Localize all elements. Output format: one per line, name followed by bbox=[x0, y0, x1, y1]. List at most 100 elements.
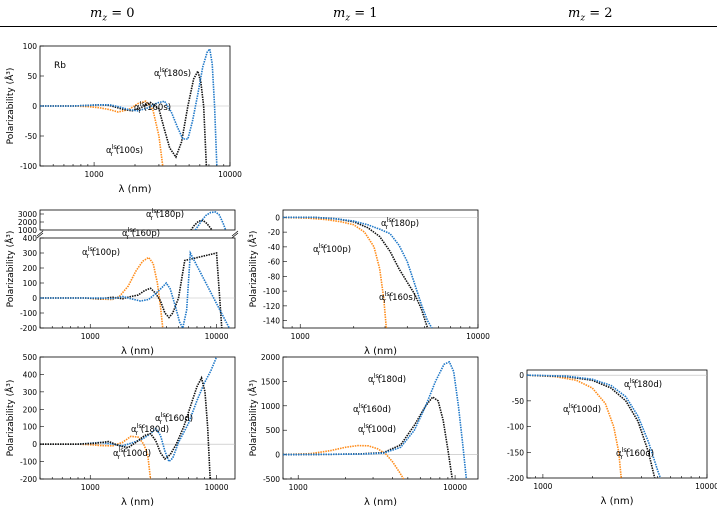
series-label: αlsc r (100d) bbox=[113, 446, 151, 461]
x-tick-label: 1000 bbox=[81, 332, 100, 341]
y-tick-label: 0 bbox=[519, 371, 524, 380]
y-tick-label: -40 bbox=[268, 243, 280, 252]
chart-frame bbox=[282, 356, 479, 480]
series-line bbox=[40, 100, 164, 166]
series-line bbox=[40, 250, 230, 328]
y-tick-label: 100 bbox=[23, 423, 38, 432]
y-tick-label: 500 bbox=[23, 353, 38, 362]
x-tick-label: 10000 bbox=[443, 483, 467, 492]
series-label: αlsc r (100s) bbox=[106, 143, 143, 158]
x-axis-label: λ (nm) bbox=[601, 496, 634, 506]
series-label: αlsc r (180p) bbox=[381, 216, 419, 231]
x-tick-label: 1000 bbox=[533, 482, 552, 491]
y-tick-label: -50 bbox=[25, 132, 37, 141]
x-tick-label: 1000 bbox=[81, 483, 100, 492]
series-label: αlsc r (100p) bbox=[313, 242, 351, 257]
series-line bbox=[40, 357, 218, 463]
y-tick-label: -60 bbox=[268, 258, 280, 267]
chart-frame bbox=[39, 356, 236, 480]
x-axis-label: λ (nm) bbox=[364, 346, 397, 357]
axis-break-mark bbox=[36, 232, 44, 239]
series-line bbox=[40, 375, 211, 479]
chart-frame-upper bbox=[39, 209, 236, 231]
series-line bbox=[283, 360, 468, 479]
x-tick-label: 1000 bbox=[289, 483, 308, 492]
series-label: αlsc r (100d) bbox=[563, 402, 601, 417]
series-line-upper bbox=[188, 219, 218, 237]
chart-panel-d: -200 -100 0 100 200 300 400 500 1000 10000 λ (nm) P… bbox=[4, 353, 236, 506]
x-tick-label: 1000 bbox=[291, 332, 310, 341]
series-label: αlsc r (160s) bbox=[379, 290, 416, 305]
chart-frame bbox=[526, 369, 708, 479]
y-axis-label: Polarizability (Å³) bbox=[247, 231, 259, 308]
y-tick-label: -80 bbox=[268, 272, 280, 281]
column-header-mz1: mz = 1 bbox=[333, 6, 378, 24]
y-tick-label: 0 bbox=[275, 451, 280, 460]
series-line bbox=[283, 216, 388, 328]
header-rule bbox=[0, 26, 717, 27]
column-header-mz0: mz = 0 bbox=[90, 6, 135, 24]
y-tick-label: 3000 bbox=[18, 210, 37, 219]
series-line bbox=[283, 395, 454, 479]
y-tick-label: 200 bbox=[23, 264, 38, 273]
y-tick-label: 1500 bbox=[261, 377, 280, 386]
series-line bbox=[527, 374, 656, 478]
series-line bbox=[527, 374, 622, 478]
x-tick-label: 10000 bbox=[205, 332, 229, 341]
series-label: αlsc r (160p) bbox=[122, 226, 160, 241]
y-tick-label: -100 bbox=[507, 423, 524, 432]
y-tick-label: -500 bbox=[263, 475, 280, 484]
y-tick-label: -120 bbox=[263, 302, 280, 311]
series-line bbox=[527, 374, 662, 478]
series-label: αlsc r (180p) bbox=[146, 207, 184, 222]
x-tick-label: 1000 bbox=[85, 170, 104, 179]
y-tick-label: 300 bbox=[23, 249, 38, 258]
y-tick-label: 2000 bbox=[261, 353, 280, 362]
series-line bbox=[40, 252, 223, 328]
y-tick-label: 0 bbox=[32, 440, 37, 449]
y-tick-label: -200 bbox=[507, 474, 524, 483]
y-tick-label: -20 bbox=[268, 228, 280, 237]
y-tick-label: 400 bbox=[23, 370, 38, 379]
chart-panel-s: -100 -50 0 50 100 1000 10000 λ (nm) Polarizabili… bbox=[4, 42, 242, 195]
series-label: αlsc r (160d) bbox=[155, 411, 193, 426]
panel-annotation: Rb bbox=[54, 61, 66, 71]
y-tick-label: 1000 bbox=[261, 402, 280, 411]
y-axis-label: Polarizability (Å³) bbox=[4, 380, 16, 457]
x-axis-label: λ (nm) bbox=[121, 497, 154, 506]
x-axis-label: λ (nm) bbox=[119, 184, 152, 195]
x-axis-label: λ (nm) bbox=[121, 346, 154, 357]
series-label: αlsc r (180d) bbox=[368, 372, 406, 387]
y-axis-label: Polarizability (Å³) bbox=[4, 231, 16, 308]
x-tick-label: 10000 bbox=[466, 332, 490, 341]
series-label: αlsc r (180d) bbox=[131, 422, 169, 437]
y-tick-label: -100 bbox=[20, 458, 37, 467]
series-line bbox=[40, 47, 218, 166]
y-tick-label: -100 bbox=[20, 309, 37, 318]
axis-break-mark bbox=[231, 230, 239, 237]
y-tick-label: -50 bbox=[512, 397, 524, 406]
y-tick-label: 200 bbox=[23, 405, 38, 414]
y-tick-label: 1000 bbox=[18, 226, 37, 235]
y-axis-label: Polarizability (Å³) bbox=[4, 68, 16, 145]
y-tick-label: -140 bbox=[263, 317, 280, 326]
y-tick-label: 0 bbox=[32, 294, 37, 303]
series-line-upper bbox=[189, 211, 228, 237]
y-tick-label: -100 bbox=[20, 162, 37, 171]
axis-break-mark bbox=[231, 232, 239, 239]
y-tick-label: -150 bbox=[507, 448, 524, 457]
series-line bbox=[283, 216, 433, 328]
y-tick-label: 2000 bbox=[18, 218, 37, 227]
y-tick-label: 100 bbox=[23, 42, 38, 51]
x-axis-label: λ (nm) bbox=[364, 497, 397, 506]
x-tick-label: 10000 bbox=[218, 170, 242, 179]
series-label: αlsc r (180d) bbox=[624, 377, 662, 392]
series-line bbox=[283, 444, 405, 479]
series-label: αlsc r (160s) bbox=[134, 100, 171, 115]
y-tick-label: -100 bbox=[263, 287, 280, 296]
y-tick-label: -200 bbox=[20, 475, 37, 484]
y-tick-label: 300 bbox=[23, 388, 38, 397]
x-tick-label: 10000 bbox=[695, 482, 717, 491]
